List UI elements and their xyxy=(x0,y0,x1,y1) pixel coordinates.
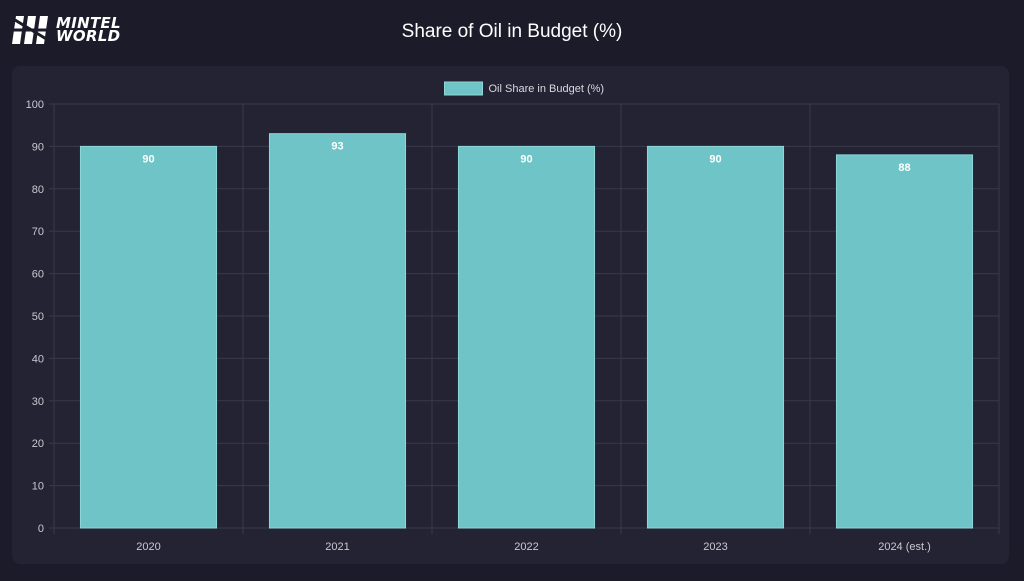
y-tick-label: 0 xyxy=(38,523,44,535)
brand-logo: MINTEL WORLD xyxy=(12,16,121,44)
y-tick-label: 40 xyxy=(32,353,44,365)
y-tick-label: 10 xyxy=(32,481,44,493)
logo-line-2: WORLD xyxy=(56,27,121,45)
bar[interactable] xyxy=(646,145,785,529)
y-tick-label: 90 xyxy=(32,141,44,153)
page-title: Share of Oil in Budget (%) xyxy=(401,21,623,42)
data-label: 90 xyxy=(709,153,721,165)
data-label: 88 xyxy=(898,162,910,174)
mintel-world-logo-icon xyxy=(12,16,50,44)
x-tick-label: 2022 xyxy=(514,541,538,553)
bar[interactable] xyxy=(79,145,218,529)
x-tick-label: 2024 (est.) xyxy=(878,541,931,553)
bar[interactable] xyxy=(268,133,407,529)
x-tick-label: 2020 xyxy=(136,541,160,553)
legend-swatch xyxy=(444,81,483,96)
y-tick-label: 60 xyxy=(32,269,44,281)
y-tick-label: 80 xyxy=(32,184,44,196)
y-tick-label: 100 xyxy=(26,99,44,111)
data-label: 93 xyxy=(331,141,343,153)
legend-label: Oil Share in Budget (%) xyxy=(489,83,605,95)
data-label: 90 xyxy=(520,153,532,165)
y-tick-label: 50 xyxy=(32,311,44,323)
bar-chart: 0 10 20 30 40 50 60 70 80 90 100 90 2020 93 2021 90 2022… xyxy=(26,81,1000,553)
logo-line-1: MINTEL xyxy=(56,14,121,32)
y-tick-label: 30 xyxy=(32,396,44,408)
x-tick-label: 2023 xyxy=(703,541,727,553)
bar[interactable] xyxy=(457,145,596,529)
y-tick-label: 70 xyxy=(32,226,44,238)
data-label: 90 xyxy=(142,153,154,165)
bar[interactable] xyxy=(835,154,974,529)
x-tick-label: 2021 xyxy=(325,541,349,553)
chart-card: 0 10 20 30 40 50 60 70 80 90 100 90 2020 93 2021 90 2022… xyxy=(12,66,1009,564)
y-tick-label: 20 xyxy=(32,438,44,450)
